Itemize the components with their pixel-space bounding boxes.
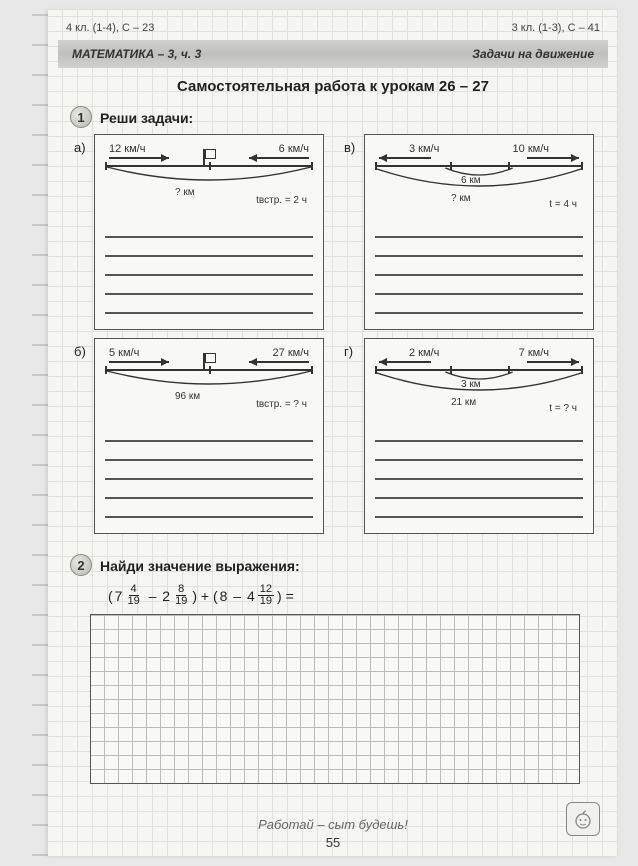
page-number: 55	[48, 835, 618, 850]
arrow-right	[527, 361, 579, 363]
time-label: t = ? ч	[549, 403, 577, 414]
problem-b-label: б)	[74, 344, 86, 359]
distance-label: 96 км	[175, 391, 200, 402]
flag-icon	[203, 353, 215, 367]
worksheet-title: Самостоятельная работа к урокам 26 – 27	[48, 78, 618, 95]
problem-g-label: г)	[344, 344, 353, 359]
arrow-left	[109, 361, 169, 363]
distance-label: ? км	[175, 187, 195, 198]
answer-lines	[95, 440, 323, 518]
flag-icon	[203, 149, 215, 163]
header-left: 4 кл. (1-4), С – 23	[66, 22, 154, 34]
speed-right: 7 км/ч	[519, 347, 549, 359]
apple-icon	[566, 802, 600, 836]
arrow-right	[249, 361, 309, 363]
task-1-label: Реши задачи:	[100, 110, 193, 126]
task-1-badge: 1	[70, 106, 92, 128]
whole-2: 2	[162, 588, 170, 604]
fraction-1: 4 19	[125, 584, 141, 607]
distance-label: ? км	[451, 193, 471, 204]
answer-lines	[365, 236, 593, 314]
outer-curve	[375, 167, 583, 191]
arrow-left	[379, 361, 431, 363]
page-header: 4 кл. (1-4), С – 23 3 кл. (1-3), С – 41	[66, 22, 600, 34]
whole-4: 4	[247, 588, 255, 604]
problem-g-diagram: 2 км/ч 7 км/ч 3 км	[365, 339, 593, 423]
answer-grid	[90, 614, 580, 784]
arrow-left	[379, 157, 431, 159]
problem-g-frame: 2 км/ч 7 км/ч 3 км	[364, 338, 594, 534]
outer-curve	[375, 371, 583, 395]
arrow-left	[109, 157, 169, 159]
problem-v-frame: 3 км/ч 10 км/ч 6 км	[364, 134, 594, 330]
speed-left: 3 км/ч	[409, 143, 439, 155]
subject-label: МАТЕМАТИКА – 3, ч. 3	[72, 47, 201, 61]
worksheet-page: 4 кл. (1-4), С – 23 3 кл. (1-3), С – 41 …	[48, 10, 618, 856]
speed-left: 12 км/ч	[109, 143, 145, 155]
problem-a-diagram: 12 км/ч 6 км/ч ? км tвстр. =	[95, 135, 323, 219]
problem-b-diagram: 5 км/ч 27 км/ч 96 км tвстр.	[95, 339, 323, 423]
problem-a-label: а)	[74, 140, 86, 155]
time-label: tвстр. = ? ч	[256, 399, 307, 410]
spiral-binding	[32, 10, 48, 856]
distance-label: 21 км	[451, 397, 476, 408]
speed-left: 5 км/ч	[109, 347, 139, 359]
arrow-right	[249, 157, 309, 159]
task-2-badge: 2	[70, 554, 92, 576]
problem-v: в) 3 км/ч 10 км/ч	[346, 134, 596, 330]
topic-label: Задачи на движение	[472, 47, 594, 61]
problem-a: а) 12 км/ч 6 км/ч	[76, 134, 326, 330]
task-2-label: Найди значение выражения:	[100, 558, 300, 574]
problem-v-diagram: 3 км/ч 10 км/ч 6 км	[365, 135, 593, 219]
speed-right: 27 км/ч	[273, 347, 309, 359]
problem-b-frame: 5 км/ч 27 км/ч 96 км tвстр.	[94, 338, 324, 534]
problems-grid: а) 12 км/ч 6 км/ч	[76, 134, 596, 534]
whole-3: 8	[220, 588, 228, 604]
time-label: t = 4 ч	[549, 199, 577, 210]
speed-left: 2 км/ч	[409, 347, 439, 359]
problem-g: г) 2 км/ч 7 км/ч	[346, 338, 596, 534]
speed-right: 10 км/ч	[513, 143, 549, 155]
subject-title-bar: МАТЕМАТИКА – 3, ч. 3 Задачи на движение	[58, 40, 608, 68]
problem-v-label: в)	[344, 140, 355, 155]
whole-1: 7	[115, 588, 123, 604]
fraction-4: 12 19	[258, 584, 274, 607]
answer-lines	[365, 440, 593, 518]
problem-a-frame: 12 км/ч 6 км/ч ? км tвстр. =	[94, 134, 324, 330]
problem-b: б) 5 км/ч 27 км/ч	[76, 338, 326, 534]
time-label: tвстр. = 2 ч	[256, 195, 307, 206]
footer-motto: Работай – сыт будешь!	[48, 817, 618, 832]
distance-curve	[105, 369, 313, 389]
arrow-right	[527, 157, 579, 159]
header-right: 3 кл. (1-3), С – 41	[512, 22, 600, 34]
answer-lines	[95, 236, 323, 314]
speed-right: 6 км/ч	[279, 143, 309, 155]
distance-curve	[105, 165, 313, 185]
fraction-2: 8 19	[173, 584, 189, 607]
expression: ( 7 4 19 – 2 8 19 ) + ( 8 – 4 12 19 ) =	[108, 584, 294, 607]
